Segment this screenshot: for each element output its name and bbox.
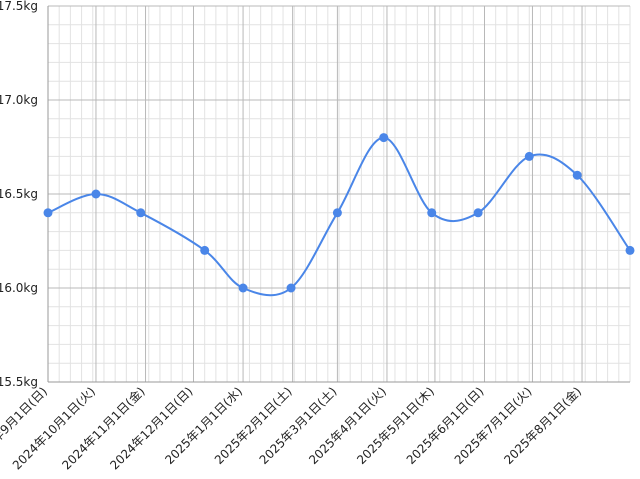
x-tick-label: 2024年11月1日(金) bbox=[59, 384, 148, 473]
y-tick-label: 15.5kg bbox=[0, 375, 38, 389]
data-point bbox=[91, 189, 101, 199]
data-point bbox=[238, 283, 248, 293]
series-layer bbox=[43, 133, 635, 297]
data-point bbox=[43, 208, 53, 218]
data-point bbox=[524, 151, 534, 161]
data-point bbox=[136, 208, 146, 218]
data-point bbox=[473, 208, 483, 218]
data-point bbox=[200, 245, 210, 255]
y-axis-labels: 15.5kg 16.0kg 16.5kg 17.0kg 17.5kg bbox=[0, 0, 38, 389]
data-point bbox=[332, 208, 342, 218]
x-axis-labels: 2024年9月1日(日)2024年10月1日(火)2024年11月1日(金)20… bbox=[0, 384, 584, 473]
data-point bbox=[427, 208, 437, 218]
y-tick-label: 16.5kg bbox=[0, 187, 38, 201]
data-point bbox=[286, 283, 296, 293]
x-tick-label: 2024年10月1日(火) bbox=[10, 384, 98, 472]
data-point bbox=[572, 170, 582, 180]
y-tick-label: 16.0kg bbox=[0, 281, 38, 295]
x-tick-label: 2024年12月1日(日) bbox=[107, 384, 195, 472]
y-tick-label: 17.0kg bbox=[0, 93, 38, 107]
y-tick-label: 17.5kg bbox=[0, 0, 38, 13]
data-point bbox=[625, 245, 635, 255]
data-point bbox=[379, 133, 389, 143]
major-grid bbox=[47, 5, 630, 383]
